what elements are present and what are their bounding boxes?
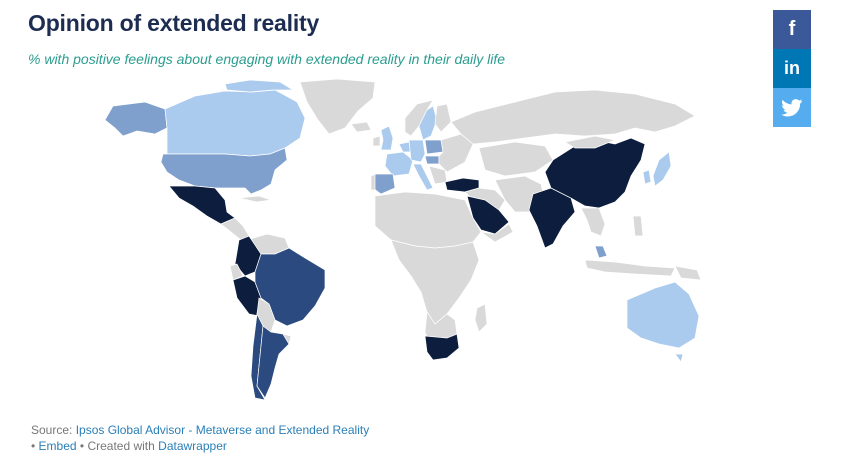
bullet-separator: •: [31, 439, 39, 453]
mexico[interactable]: [168, 185, 236, 225]
source-link[interactable]: Ipsos Global Advisor - Metaverse and Ext…: [75, 423, 370, 437]
united-states[interactable]: [160, 147, 288, 195]
central-africa[interactable]: [390, 239, 480, 325]
datawrapper-link[interactable]: Datawrapper: [158, 439, 227, 453]
philippines[interactable]: [632, 215, 644, 237]
twitter-icon: [781, 98, 803, 116]
hungary[interactable]: [424, 155, 440, 165]
embed-link[interactable]: Embed: [38, 439, 77, 453]
germany[interactable]: [408, 139, 426, 163]
papua-new-guinea[interactable]: [674, 265, 702, 281]
ecuador[interactable]: [229, 263, 244, 281]
linkedin-share-button[interactable]: in: [773, 49, 811, 88]
france[interactable]: [384, 151, 414, 177]
ireland[interactable]: [372, 135, 381, 147]
iceland[interactable]: [350, 121, 372, 133]
yemen-oman[interactable]: [480, 223, 514, 243]
argentina[interactable]: [256, 325, 290, 399]
canadian-arctic-islands[interactable]: [224, 79, 295, 93]
great-britain[interactable]: [380, 125, 394, 151]
finland[interactable]: [434, 103, 452, 133]
central-asia[interactable]: [478, 141, 554, 177]
greenland[interactable]: [299, 78, 376, 135]
malaysia[interactable]: [594, 245, 608, 259]
spain[interactable]: [372, 173, 396, 195]
world-map: [104, 78, 715, 401]
uruguay[interactable]: [282, 333, 292, 345]
linkedin-icon: in: [784, 58, 800, 78]
facebook-icon: f: [788, 18, 796, 40]
india[interactable]: [528, 187, 576, 249]
facebook-share-button[interactable]: f: [773, 10, 811, 49]
north-africa[interactable]: [374, 191, 482, 249]
canada[interactable]: [164, 89, 306, 157]
caribbean[interactable]: [238, 195, 272, 203]
tasmania[interactable]: [674, 353, 684, 363]
italy[interactable]: [412, 163, 434, 191]
portugal[interactable]: [370, 173, 376, 191]
created-with-text: • Created with: [76, 439, 159, 453]
chart-footer: Source: Ipsos Global Advisor - Metaverse…: [31, 422, 369, 454]
brazil[interactable]: [254, 247, 326, 327]
credits-line: • Embed • Created with Datawrapper: [31, 438, 369, 454]
southeast-asia[interactable]: [580, 207, 606, 237]
mongolia[interactable]: [564, 135, 617, 149]
chart-subtitle: % with positive feelings about engaging …: [28, 51, 506, 67]
chart-title: Opinion of extended reality: [28, 10, 320, 36]
australia[interactable]: [626, 281, 700, 349]
indonesia[interactable]: [584, 259, 676, 277]
south-africa[interactable]: [424, 333, 460, 361]
japan[interactable]: [652, 151, 672, 187]
poland[interactable]: [424, 139, 444, 155]
south-korea[interactable]: [642, 169, 652, 185]
source-prefix: Source:: [31, 423, 76, 437]
twitter-share-button[interactable]: [773, 88, 811, 127]
alaska[interactable]: [104, 101, 168, 137]
source-line: Source: Ipsos Global Advisor - Metaverse…: [31, 422, 369, 438]
russia[interactable]: [450, 89, 696, 145]
madagascar[interactable]: [474, 303, 488, 333]
share-buttons: f in: [773, 10, 811, 127]
